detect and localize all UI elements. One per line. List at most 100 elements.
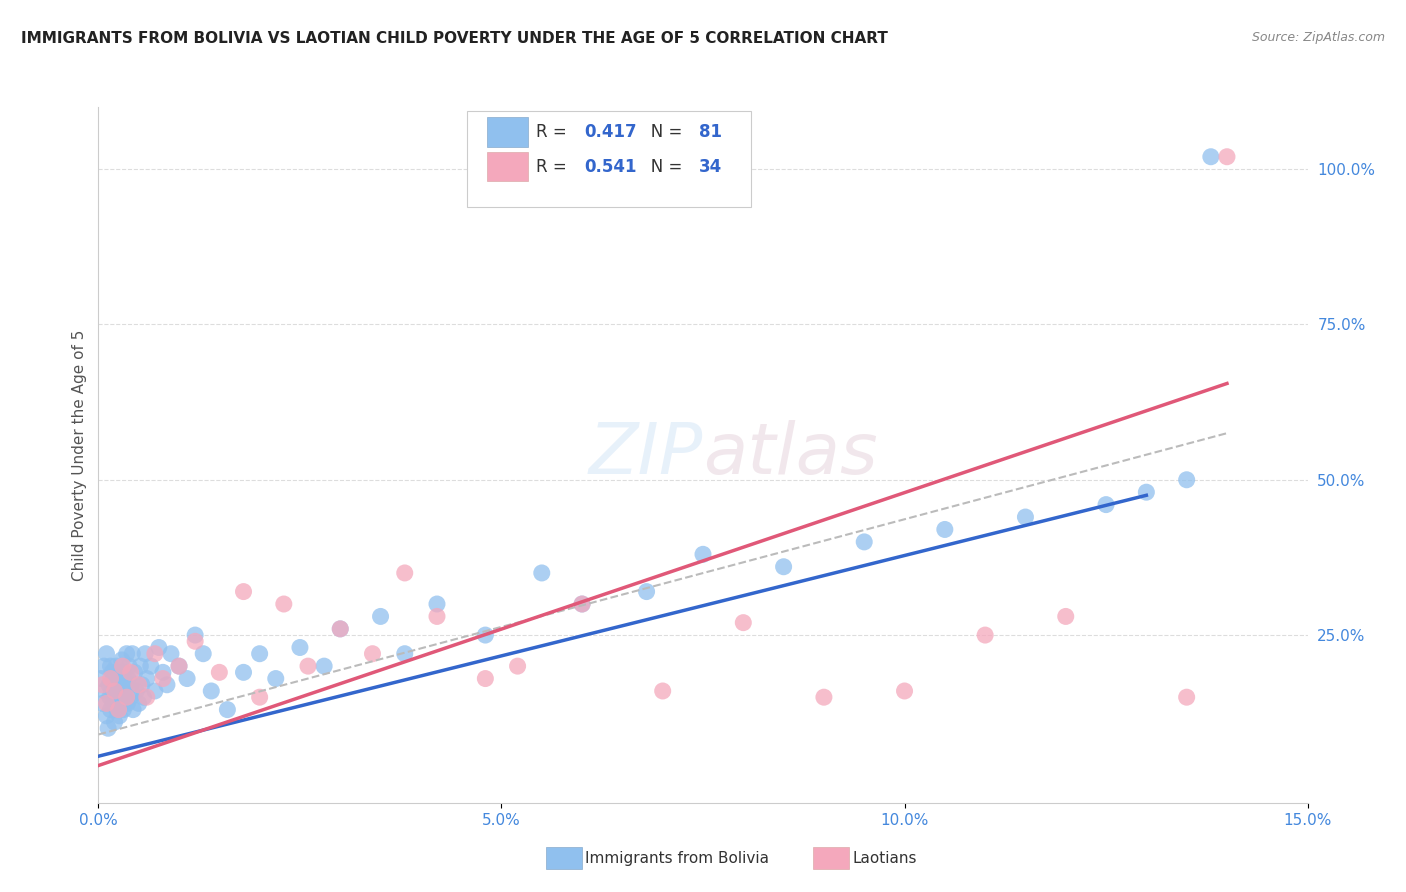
Point — [176, 672, 198, 686]
Point — [108, 672, 131, 686]
Point — [96, 708, 118, 723]
Point — [97, 721, 120, 735]
Point — [232, 665, 254, 680]
Point — [184, 634, 207, 648]
Point — [249, 647, 271, 661]
Point — [361, 647, 384, 661]
Point — [101, 697, 124, 711]
Point — [426, 597, 449, 611]
Point — [288, 640, 311, 655]
Point — [118, 659, 141, 673]
Point — [90, 672, 112, 686]
Point — [125, 684, 148, 698]
Point — [122, 703, 145, 717]
Point — [474, 628, 496, 642]
Point — [105, 703, 128, 717]
Text: 34: 34 — [699, 158, 723, 176]
Text: N =: N = — [636, 158, 688, 176]
Point — [131, 678, 153, 692]
Text: 0.541: 0.541 — [585, 158, 637, 176]
Point — [148, 640, 170, 655]
Point — [107, 665, 129, 680]
Point — [1014, 510, 1036, 524]
Point — [101, 665, 124, 680]
Point — [91, 697, 114, 711]
Point — [1175, 473, 1198, 487]
Point — [117, 672, 139, 686]
Point — [394, 566, 416, 580]
Point — [1135, 485, 1157, 500]
Point — [115, 690, 138, 705]
Point — [121, 647, 143, 661]
Text: IMMIGRANTS FROM BOLIVIA VS LAOTIAN CHILD POVERTY UNDER THE AGE OF 5 CORRELATION : IMMIGRANTS FROM BOLIVIA VS LAOTIAN CHILD… — [21, 31, 889, 46]
Point — [112, 703, 135, 717]
Point — [110, 697, 132, 711]
Point — [249, 690, 271, 705]
Point — [100, 659, 122, 673]
Point — [114, 678, 136, 692]
FancyBboxPatch shape — [486, 153, 527, 181]
Point — [651, 684, 673, 698]
Point — [974, 628, 997, 642]
Point — [167, 659, 190, 673]
Point — [143, 684, 166, 698]
Point — [105, 659, 128, 673]
Text: 0.417: 0.417 — [585, 123, 637, 141]
Point — [426, 609, 449, 624]
Point — [329, 622, 352, 636]
Point — [103, 678, 125, 692]
Point — [91, 678, 114, 692]
Point — [893, 684, 915, 698]
Point — [97, 678, 120, 692]
Point — [100, 672, 122, 686]
Point — [152, 665, 174, 680]
Point — [217, 703, 239, 717]
Point — [813, 690, 835, 705]
Point — [103, 684, 125, 698]
FancyBboxPatch shape — [486, 118, 527, 146]
Point — [1175, 690, 1198, 705]
Y-axis label: Child Poverty Under the Age of 5: Child Poverty Under the Age of 5 — [72, 329, 87, 581]
Point — [96, 647, 118, 661]
Point — [772, 559, 794, 574]
Point — [692, 547, 714, 561]
Text: R =: R = — [536, 158, 572, 176]
Point — [636, 584, 658, 599]
Text: Source: ZipAtlas.com: Source: ZipAtlas.com — [1251, 31, 1385, 45]
Point — [934, 523, 956, 537]
Point — [114, 690, 136, 705]
Point — [193, 647, 215, 661]
Point — [135, 672, 157, 686]
Point — [117, 697, 139, 711]
Point — [370, 609, 392, 624]
Point — [297, 659, 319, 673]
Point — [94, 684, 117, 698]
Point — [156, 678, 179, 692]
Point — [273, 597, 295, 611]
Point — [93, 659, 115, 673]
Point — [96, 697, 118, 711]
Point — [111, 684, 134, 698]
Point — [208, 665, 231, 680]
Point — [107, 684, 129, 698]
Point — [107, 703, 129, 717]
Point — [100, 684, 122, 698]
Text: 81: 81 — [699, 123, 723, 141]
Point — [135, 690, 157, 705]
Point — [152, 672, 174, 686]
Point — [1199, 150, 1222, 164]
Point — [111, 653, 134, 667]
Point — [184, 628, 207, 642]
Text: Immigrants from Bolivia: Immigrants from Bolivia — [585, 851, 769, 865]
Point — [124, 665, 146, 680]
Point — [100, 703, 122, 717]
Point — [104, 690, 127, 705]
Point — [108, 708, 131, 723]
Point — [120, 665, 142, 680]
Point — [139, 659, 162, 673]
Point — [98, 690, 121, 705]
Point — [394, 647, 416, 661]
Point — [1216, 150, 1239, 164]
Point — [132, 690, 155, 705]
Point — [129, 659, 152, 673]
